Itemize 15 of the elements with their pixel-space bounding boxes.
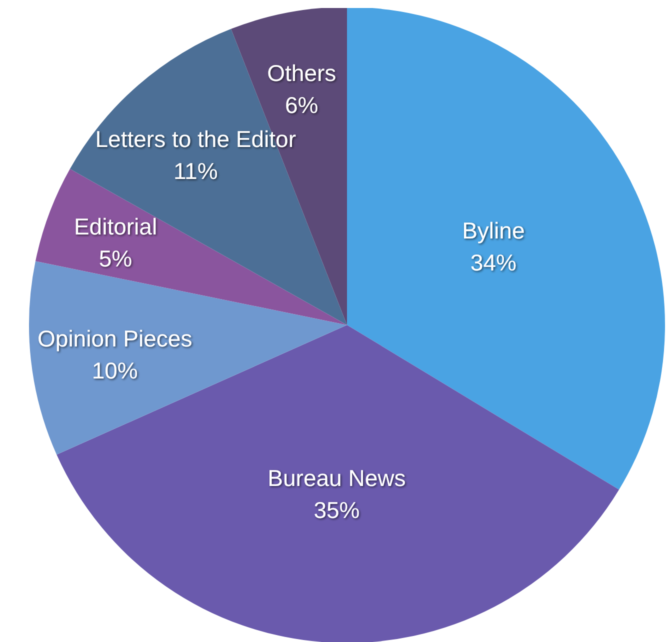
slice-label: Bureau News [268,465,406,492]
data-label: 34% [470,249,516,276]
slice-label: Others [267,60,336,86]
slice-label: Byline [462,217,525,244]
pie-slice [70,28,347,325]
pie-slice [231,8,347,325]
data-label: 10% [92,357,138,384]
slice-label: Opinion Pieces [38,325,192,352]
data-label: 6% [285,92,318,118]
slice-label: Editorial [74,213,158,240]
slice-label: Letters to the Editor [95,126,296,152]
data-label: 35% [314,497,360,524]
data-label: 5% [98,245,132,272]
data-label: 11% [173,158,218,184]
pie-slice [347,8,665,490]
